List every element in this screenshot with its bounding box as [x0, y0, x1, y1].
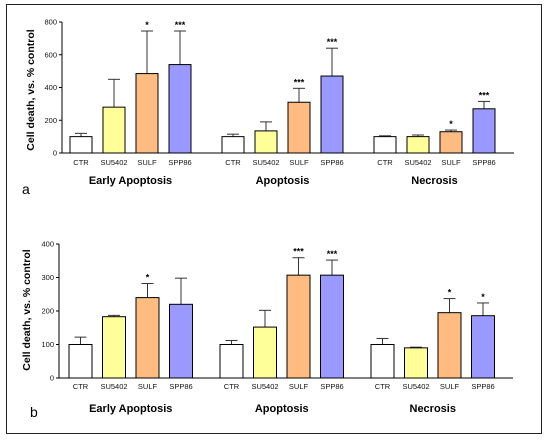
y-tick-label: 0 — [53, 149, 57, 158]
bar-su5402 — [406, 136, 430, 154]
significance-label: *** — [175, 20, 186, 30]
significance-label: *** — [293, 247, 304, 257]
bar-sulf — [437, 312, 462, 379]
panel-label: a — [22, 181, 30, 197]
y-axis-label: Cell death, vs. % control — [21, 249, 33, 370]
x-tick-label: SULF — [137, 158, 157, 167]
group-label: Early Apoptosis — [89, 175, 172, 187]
bar-su5402 — [102, 316, 126, 379]
x-tick-label: SULF — [441, 158, 461, 167]
bar-spp86 — [471, 315, 495, 379]
x-tick-label: SU5402 — [404, 158, 431, 167]
x-tick-label: SU5402 — [100, 382, 127, 391]
x-tick-label: CTR — [225, 158, 241, 167]
bar-ctr — [370, 344, 395, 379]
panel-label: b — [30, 404, 38, 420]
bar-ctr — [373, 136, 397, 154]
y-tick-label: 200 — [41, 307, 54, 316]
bar-sulf — [135, 297, 160, 379]
bar-spp86 — [320, 75, 344, 154]
bar-ctr — [219, 344, 244, 379]
x-tick-label: CTR — [377, 158, 393, 167]
bar-su5402 — [102, 106, 126, 154]
x-tick-label: CTR — [73, 382, 89, 391]
bar-sulf — [439, 131, 463, 154]
bar-spp86 — [168, 64, 192, 154]
bar-sulf — [135, 73, 159, 154]
y-tick-label: 0 — [50, 374, 54, 383]
y-tick-label: 100 — [41, 340, 54, 349]
y-tick-label: 400 — [41, 240, 54, 249]
x-tick-label: SULF — [289, 382, 309, 391]
bar-su5402 — [254, 130, 278, 154]
bar-su5402 — [253, 326, 277, 379]
significance-label: * — [146, 273, 150, 283]
bar-spp86 — [169, 303, 193, 379]
y-axis-label: Cell death, vs. % control — [25, 29, 37, 150]
x-tick-label: SU5402 — [252, 158, 279, 167]
y-tick-label: 200 — [44, 116, 57, 125]
significance-label: * — [449, 119, 453, 129]
x-tick-label: CTR — [224, 382, 240, 391]
significance-label: *** — [327, 249, 338, 259]
significance-label: * — [145, 20, 149, 30]
group-label: Necrosis — [410, 403, 456, 415]
x-tick-label: SU5402 — [251, 382, 278, 391]
significance-label: * — [448, 288, 452, 298]
bar-sulf — [286, 274, 311, 379]
bar-ctr — [221, 136, 245, 154]
x-tick-label: SULF — [440, 382, 460, 391]
x-tick-label: SPP86 — [320, 382, 343, 391]
group-label: Early Apoptosis — [89, 403, 172, 415]
group-label: Necrosis — [411, 175, 457, 187]
x-tick-label: CTR — [375, 382, 391, 391]
x-tick-label: SPP86 — [472, 158, 495, 167]
y-tick-label: 800 — [44, 18, 57, 27]
x-tick-label: SPP86 — [169, 382, 192, 391]
y-tick-label: 600 — [44, 50, 57, 59]
bar-ctr — [69, 136, 93, 154]
group-label: Apoptosis — [256, 175, 310, 187]
bar-sulf — [287, 101, 311, 154]
bar-su5402 — [404, 347, 428, 379]
y-tick-label: 400 — [44, 83, 57, 92]
x-tick-label: SULF — [289, 158, 309, 167]
bar-ctr — [68, 344, 93, 379]
significance-label: *** — [479, 90, 490, 100]
significance-label: *** — [327, 37, 338, 47]
x-tick-label: SPP86 — [471, 382, 494, 391]
group-label: Apoptosis — [255, 403, 309, 415]
y-tick-label: 300 — [41, 273, 54, 282]
significance-label: *** — [294, 77, 305, 87]
bar-spp86 — [320, 274, 344, 379]
x-tick-label: SPP86 — [168, 158, 191, 167]
x-tick-label: SPP86 — [320, 158, 343, 167]
bar-spp86 — [472, 108, 496, 154]
x-tick-label: CTR — [73, 158, 89, 167]
x-tick-label: SU5402 — [100, 158, 127, 167]
significance-label: * — [481, 292, 485, 302]
x-tick-label: SU5402 — [402, 382, 429, 391]
x-tick-label: SULF — [138, 382, 158, 391]
